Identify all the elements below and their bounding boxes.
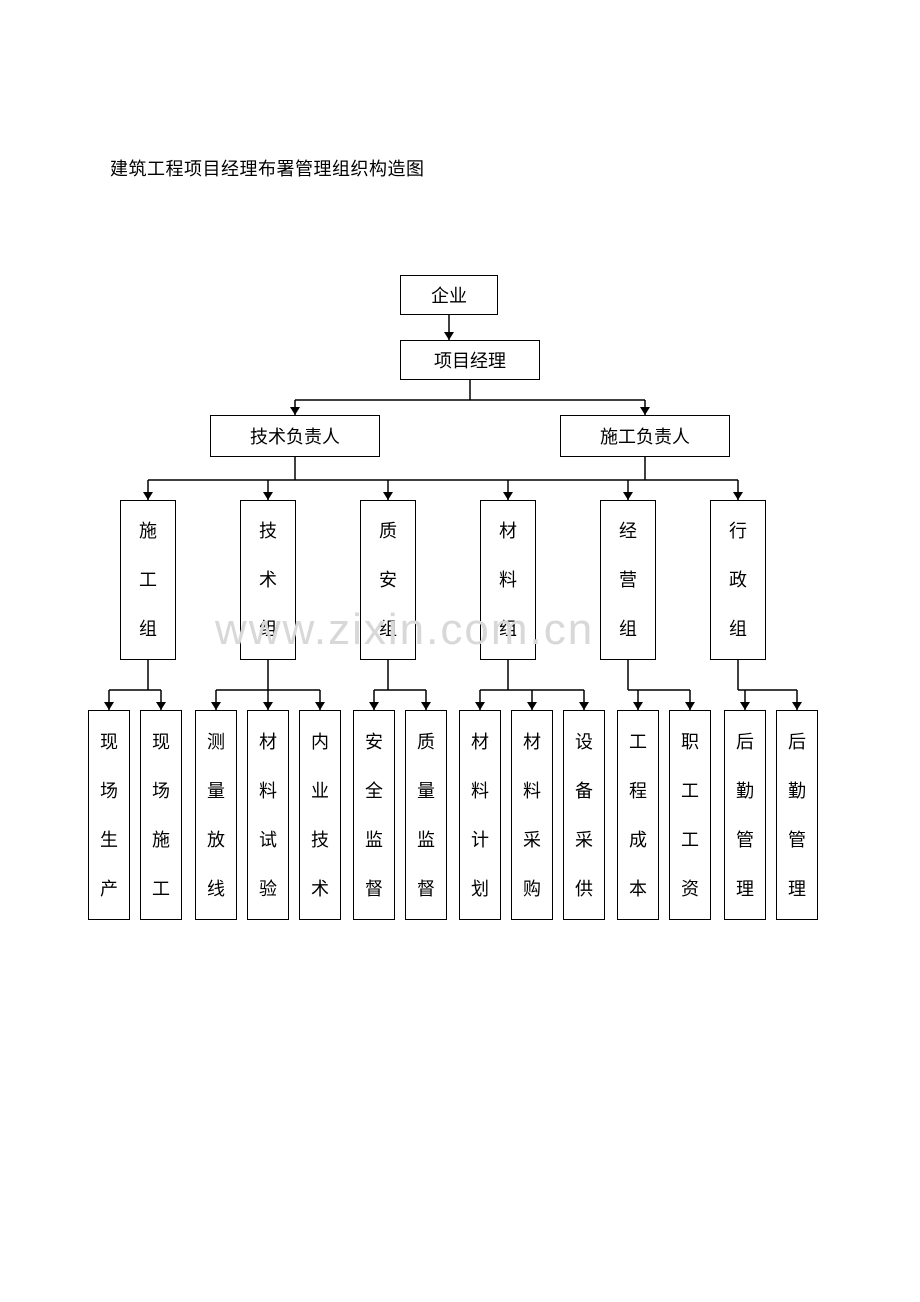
- leaf-13: 后勤管理: [776, 710, 818, 920]
- node-g4: 材料组: [480, 500, 536, 660]
- leaf-7: 材料计划: [459, 710, 501, 920]
- leaf-4: 内业技术: [299, 710, 341, 920]
- leaf-0: 现场生产: [88, 710, 130, 920]
- leaf-6: 质量监督: [405, 710, 447, 920]
- leaf-9: 设备采供: [563, 710, 605, 920]
- page: 建筑工程项目经理布署管理组织构造图 企业项目经理技术负责人施工负责人施工组技术组…: [0, 0, 920, 1302]
- leaf-11: 职工工资: [669, 710, 711, 920]
- node-g1: 施工组: [120, 500, 176, 660]
- node-g3: 质安组: [360, 500, 416, 660]
- leaf-8: 材料采购: [511, 710, 553, 920]
- node-tech_lead: 技术负责人: [210, 415, 380, 457]
- node-pm: 项目经理: [400, 340, 540, 380]
- leaf-5: 安全监督: [353, 710, 395, 920]
- node-g6: 行政组: [710, 500, 766, 660]
- leaf-10: 工程成本: [617, 710, 659, 920]
- node-g5: 经营组: [600, 500, 656, 660]
- node-root: 企业: [400, 275, 498, 315]
- node-cons_lead: 施工负责人: [560, 415, 730, 457]
- node-g2: 技术组: [240, 500, 296, 660]
- leaf-12: 后勤管理: [724, 710, 766, 920]
- leaf-3: 材料试验: [247, 710, 289, 920]
- leaf-1: 现场施工: [140, 710, 182, 920]
- leaf-2: 测量放线: [195, 710, 237, 920]
